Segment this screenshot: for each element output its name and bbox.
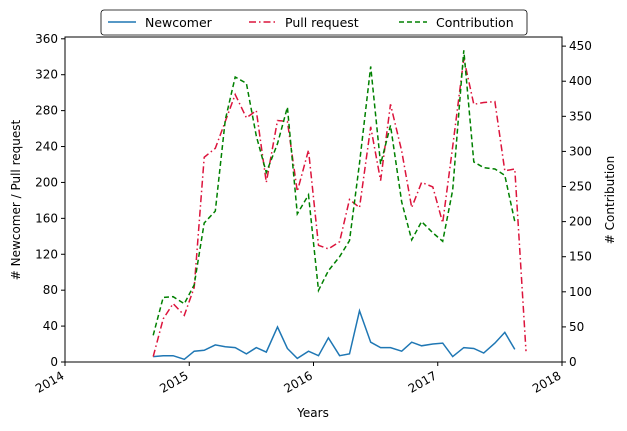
legend-label-contribution: Contribution bbox=[436, 15, 514, 30]
legend-frame bbox=[100, 9, 528, 36]
y-left-tick-label: 120 bbox=[35, 247, 58, 261]
series-line-contribution bbox=[152, 50, 516, 336]
series-layer bbox=[152, 50, 527, 361]
y-left-tick-label: 320 bbox=[35, 68, 58, 82]
x-axis: 2014 2015 2016 2017 2018 bbox=[33, 362, 564, 396]
y-axis-right-label: # Contribution bbox=[603, 156, 617, 244]
y-right-tick-label: 400 bbox=[569, 74, 592, 88]
legend-label-pull-request: Pull request bbox=[285, 15, 359, 30]
x-tick-label: 2017 bbox=[406, 368, 439, 395]
legend-label-newcomer: Newcomer bbox=[145, 15, 213, 30]
y-left-tick-label: 40 bbox=[43, 319, 58, 333]
plot-frame bbox=[64, 36, 563, 363]
y-left-tick-label: 360 bbox=[35, 32, 58, 46]
y-right-tick-label: 50 bbox=[569, 320, 584, 334]
x-tick-label: 2015 bbox=[157, 368, 190, 395]
x-tick-label: 2016 bbox=[282, 368, 315, 395]
y-left-tick-label: 160 bbox=[35, 211, 58, 225]
y-right-tick-label: 300 bbox=[569, 144, 592, 158]
y-right-tick-label: 100 bbox=[569, 285, 592, 299]
y-left-tick-label: 0 bbox=[50, 355, 58, 369]
y-right-tick-label: 450 bbox=[569, 39, 592, 53]
y-right-tick-label: 250 bbox=[569, 180, 592, 194]
y-right-tick-label: 200 bbox=[569, 215, 592, 229]
y-axis-right: 0 50 100 150 200 250 300 350 400 450 bbox=[562, 39, 592, 369]
x-tick-label: 2014 bbox=[33, 368, 66, 395]
y-left-tick-label: 80 bbox=[43, 283, 58, 297]
y-axis-left: 0 40 80 120 160 200 240 280 320 360 bbox=[35, 32, 65, 369]
y-left-tick-label: 280 bbox=[35, 104, 58, 118]
x-tick-label: 2018 bbox=[530, 368, 563, 395]
x-axis-label: Years bbox=[296, 406, 329, 420]
series-line-newcomer bbox=[153, 308, 516, 361]
y-right-tick-label: 350 bbox=[569, 109, 592, 123]
y-left-tick-label: 240 bbox=[35, 140, 58, 154]
y-axis-left-label: # Newcomer / Pull request bbox=[9, 120, 23, 281]
y-right-tick-label: 150 bbox=[569, 250, 592, 264]
series-line-pull-request bbox=[152, 58, 527, 357]
legend: Newcomer Pull request Contribution bbox=[100, 9, 528, 36]
y-right-tick-label: 0 bbox=[569, 355, 577, 369]
y-left-tick-label: 200 bbox=[35, 175, 58, 189]
